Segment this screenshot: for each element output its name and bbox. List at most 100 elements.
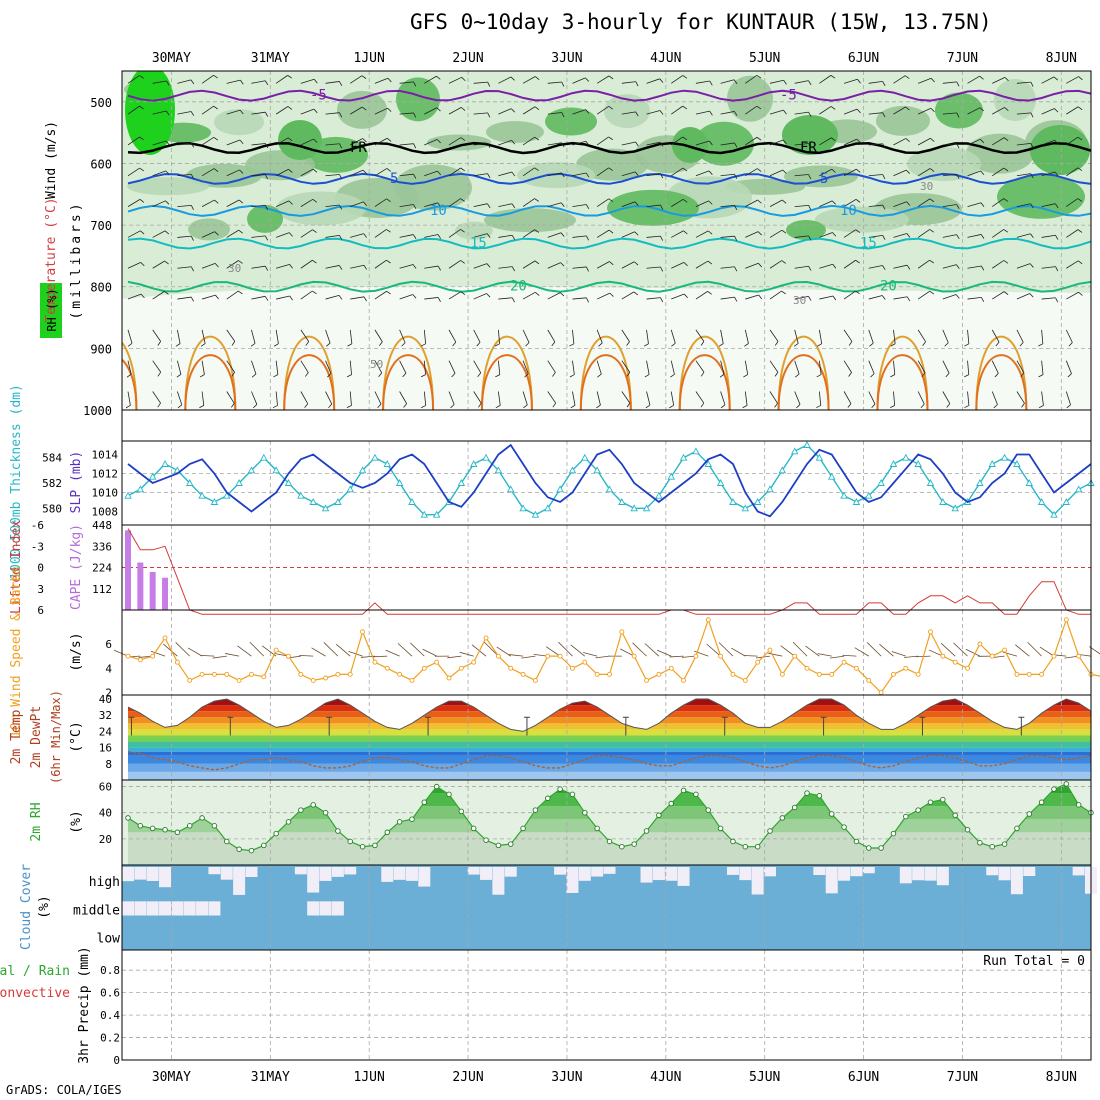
wind-barb-flag [608, 229, 614, 234]
surface-wind-barb [731, 647, 746, 657]
rh2m-point [779, 815, 786, 821]
wind-barb [300, 329, 310, 342]
wind-barb [819, 137, 832, 146]
wind-barb-flag [995, 341, 1000, 347]
rh-contour-label: 50 [370, 358, 383, 371]
rh2m-point [458, 808, 465, 815]
wind-speed-point [409, 677, 415, 683]
wind-barb [300, 198, 313, 207]
wind-barb-flag [782, 139, 787, 145]
wind-barb-flag [920, 403, 925, 409]
wind-barb [374, 329, 383, 342]
wind-speed-point [298, 671, 304, 677]
wind-barb-flag [461, 77, 466, 82]
surface-wind-barb [620, 648, 635, 657]
wind-barb-flag [190, 174, 194, 179]
wind-barb-flag [808, 174, 812, 180]
temp-tick: 40 [99, 693, 112, 706]
wind-barb-flag [964, 374, 969, 378]
wind-barb [893, 201, 907, 207]
wind-barb-flag [634, 201, 639, 206]
wind-barb [399, 112, 414, 115]
precip-convective-label: Convective [0, 986, 70, 1001]
surface-wind-barb [706, 643, 721, 657]
thickness-point [309, 498, 317, 505]
wind-barb [473, 233, 488, 238]
wind-barb [251, 80, 266, 84]
wind-barb [127, 105, 140, 115]
bottom-day-label: 5JUN [749, 1070, 780, 1085]
wind-barb-flag [1055, 235, 1059, 240]
temp-tick: 32 [99, 709, 112, 722]
wind-barb-flag [460, 198, 465, 202]
wind-barb [794, 174, 809, 177]
rh2m-point [186, 823, 193, 829]
temp-band [128, 717, 1091, 724]
wind-barb [769, 290, 782, 300]
wind-barb-flag [387, 107, 392, 112]
thickness-point [371, 453, 379, 461]
wind-barb [967, 138, 981, 146]
wind-speed-point [545, 653, 551, 659]
wind-barb [868, 174, 883, 177]
wind-barb [671, 293, 685, 300]
wind-barb [152, 80, 167, 84]
wind-barb-flag [683, 262, 688, 267]
surface-wind-barb [496, 646, 511, 657]
wind-barb-flag [597, 373, 602, 378]
surface-wind-barb [644, 643, 660, 657]
rh-high-contour [125, 71, 175, 155]
thickness-point [1050, 510, 1058, 518]
wind-barb-flag [264, 80, 269, 86]
wind-speed-point [211, 671, 217, 677]
wind-barb [226, 290, 239, 300]
wind-barb-flag [215, 294, 219, 300]
rh2m-point [643, 828, 650, 834]
wind-barb-flag [213, 168, 219, 172]
wind-barb [769, 109, 784, 115]
rh2m-point [125, 815, 131, 821]
wind-barb [177, 235, 192, 238]
wind-barb [152, 140, 167, 146]
wind-barb-flag [1096, 372, 1099, 376]
cloud-clear-high [208, 867, 221, 875]
wind-barb [942, 264, 957, 269]
wind-barb [818, 360, 822, 375]
wind-barb-flag [346, 405, 352, 409]
rh2m-point [409, 816, 415, 822]
wind-barb [745, 168, 758, 177]
wind-barb [671, 75, 684, 84]
wind-barb-flag [847, 403, 852, 408]
wind-barb [646, 360, 650, 375]
wind-barb-flag [386, 168, 392, 172]
wind-barb [596, 261, 610, 269]
cloud-clear-high [603, 867, 616, 874]
wind-speed-point [767, 647, 773, 653]
thickness-point [815, 453, 824, 461]
wind-barb [991, 391, 998, 405]
wind-barb-flag [756, 136, 762, 141]
wind-barb-flag [387, 77, 392, 83]
wind-barb [152, 230, 166, 238]
wind-speed-point [508, 665, 514, 671]
rh2m-point [495, 842, 502, 849]
wind-barb-flag [956, 112, 960, 118]
wind-barb [300, 168, 314, 177]
wind-barb-flag [643, 343, 649, 347]
wind-barb [720, 266, 735, 269]
wind-barb [695, 140, 710, 146]
wind-barb-flag [378, 372, 383, 378]
wind-barb-flag [177, 404, 183, 409]
surface-wind-barb [570, 644, 586, 657]
cloud-clear-middle [208, 901, 221, 916]
thickness-point [1062, 498, 1071, 505]
wind-speed-point [582, 659, 588, 665]
wind-barb [1090, 329, 1091, 331]
surface-wind-barb [335, 643, 351, 657]
wind-barb [720, 173, 735, 177]
wind-barb [350, 233, 364, 238]
wind-barb [349, 391, 352, 406]
wind-barb [917, 198, 931, 207]
wind-barb [1090, 236, 1091, 238]
thickness-point [260, 453, 268, 461]
